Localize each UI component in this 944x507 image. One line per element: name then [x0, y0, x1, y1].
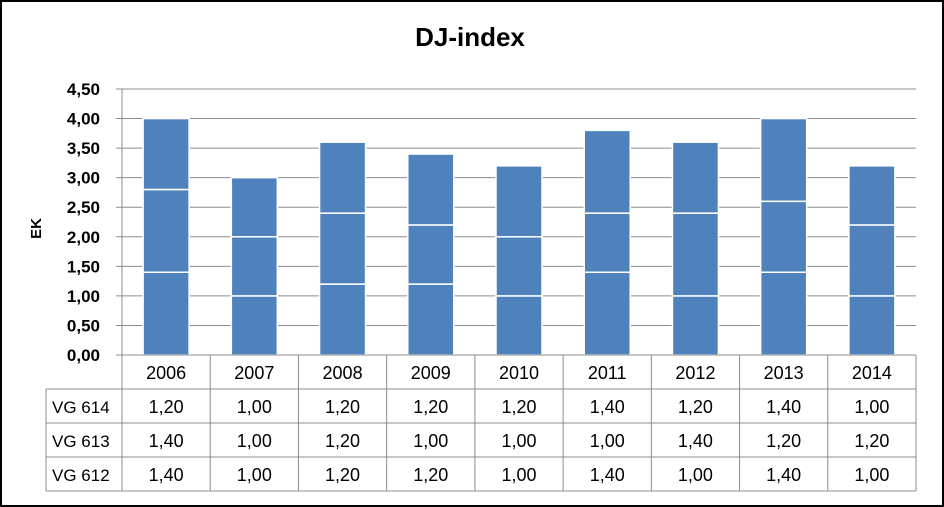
bar-segment — [671, 141, 720, 214]
bar-segment — [671, 295, 720, 356]
table-cell: 1,20 — [325, 431, 360, 451]
table-cell: 1,00 — [237, 431, 272, 451]
bar-segment — [230, 236, 279, 297]
bar-segment — [407, 153, 455, 226]
table-cell: 1,40 — [766, 465, 801, 485]
bar-segment — [318, 141, 367, 214]
table-cell: 1,00 — [501, 465, 536, 485]
y-tick-label: 4,50 — [67, 80, 100, 99]
table-cell: 1,20 — [854, 431, 889, 451]
table-cell: 1,00 — [501, 431, 536, 451]
bar-segment — [407, 283, 455, 356]
x-category-label: 2009 — [411, 363, 451, 383]
x-category-label: 2012 — [675, 363, 715, 383]
y-tick-label: 3,00 — [67, 169, 100, 188]
table-cell: 1,20 — [149, 397, 184, 417]
table-cell: 1,20 — [501, 397, 536, 417]
table-cell: 1,00 — [237, 465, 272, 485]
x-category-label: 2006 — [146, 363, 186, 383]
x-category-label: 2011 — [588, 363, 627, 383]
data-table: 2006 2007 2008 2009 2010 2011 2012 2013 2014 VG 6… — [45, 354, 917, 492]
table-cell: 1,20 — [325, 465, 360, 485]
y-tick-label: 4,00 — [67, 110, 100, 129]
bar-segment — [848, 295, 896, 356]
bar-segment — [318, 283, 367, 356]
table-cell: 1,40 — [766, 397, 801, 417]
bar-segment — [848, 165, 896, 226]
bar-segment — [142, 117, 190, 191]
table-cell: 1,40 — [590, 465, 625, 485]
bar-segment — [848, 224, 896, 297]
table-cell: 1,40 — [590, 397, 625, 417]
table-cell: 1,20 — [678, 397, 713, 417]
table-cell: 1,00 — [854, 397, 889, 417]
y-tick-label: 1,00 — [67, 287, 100, 306]
table-row-header: VG 612 — [52, 466, 110, 485]
x-category-label: 2013 — [764, 363, 804, 383]
y-tick-label: 0,50 — [67, 316, 100, 335]
bar-segment — [671, 212, 720, 297]
table-cell: 1,20 — [413, 397, 448, 417]
bar-segment — [583, 271, 631, 356]
bar-segment — [230, 295, 279, 356]
x-category-label: 2014 — [852, 363, 892, 383]
table-cell: 1,20 — [413, 465, 448, 485]
table-cell: 1,40 — [678, 431, 713, 451]
y-tick-label: 3,50 — [67, 139, 100, 158]
y-tick-label: 2,00 — [67, 228, 100, 247]
table-cell: 1,40 — [149, 431, 184, 451]
x-category-label: 2010 — [499, 363, 539, 383]
table-cell: 1,20 — [325, 397, 360, 417]
bar-segment — [495, 236, 543, 297]
bar-segment — [583, 129, 631, 214]
bar-segment — [407, 224, 455, 285]
table-cell: 1,40 — [149, 465, 184, 485]
x-category-label: 2007 — [234, 363, 274, 383]
table-row-header: VG 613 — [52, 432, 110, 451]
table-cell: 1,00 — [854, 465, 889, 485]
y-tick-labels: 0,00 0,50 1,00 1,50 2,00 2,50 3,00 3,50 4,00 4,50 — [67, 80, 100, 365]
bar-segment — [230, 176, 279, 238]
chart-title: DJ-index — [415, 22, 525, 52]
bar-segment — [142, 188, 190, 273]
bar-segment — [142, 271, 190, 356]
table-row-header: VG 614 — [52, 398, 110, 417]
table-cell: 1,00 — [413, 431, 448, 451]
y-tick-label: 2,50 — [67, 198, 100, 217]
table-cell: 1,00 — [678, 465, 713, 485]
y-tick-label: 0,00 — [67, 346, 100, 365]
bar-segment — [583, 212, 631, 273]
bar-segment — [318, 212, 367, 285]
bars — [142, 117, 896, 356]
x-category-label: 2008 — [323, 363, 363, 383]
table-cell: 1,00 — [590, 431, 625, 451]
bar-segment — [759, 200, 808, 273]
bar-segment — [759, 117, 808, 203]
y-tick-label: 1,50 — [67, 257, 100, 276]
table-cell: 1,20 — [766, 431, 801, 451]
table-cell: 1,00 — [237, 397, 272, 417]
bar-segment — [495, 165, 543, 238]
bar-segment — [495, 295, 543, 356]
bar-segment — [759, 271, 808, 356]
